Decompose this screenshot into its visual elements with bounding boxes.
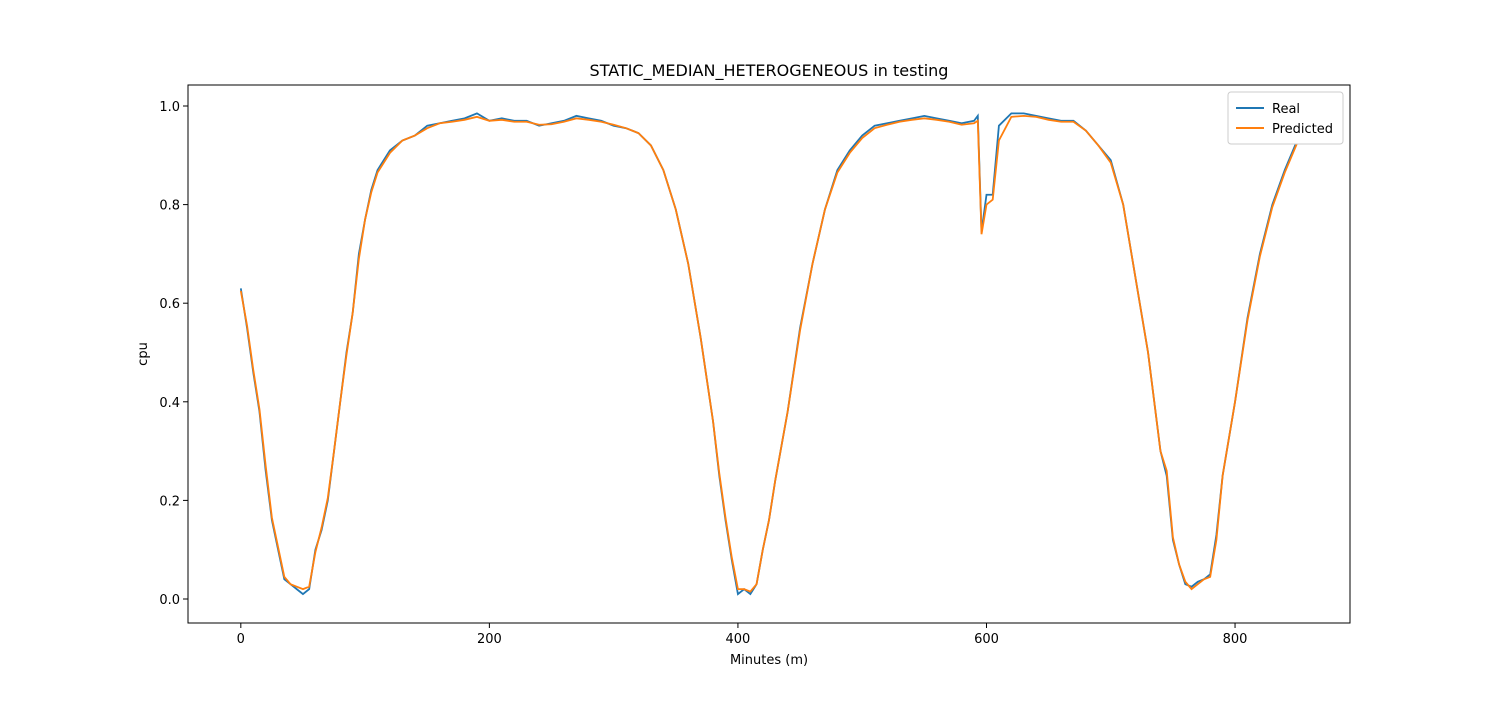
y-tick-label: 0.2 (159, 494, 180, 509)
x-tick-label: 0 (237, 632, 245, 647)
y-tick-label: 1.0 (159, 100, 180, 115)
legend-label: Real (1272, 102, 1300, 117)
x-tick-label: 800 (1223, 632, 1248, 647)
x-axis-label: Minutes (m) (730, 653, 808, 668)
series-line (239, 114, 1299, 593)
y-tick-label: 0.6 (159, 297, 180, 312)
x-tick-label: 600 (974, 632, 999, 647)
legend-box (1227, 91, 1344, 145)
x-tick-label: 200 (477, 632, 502, 647)
y-tick-label: 0.0 (159, 593, 180, 608)
plot-frame (187, 84, 1351, 624)
y-axis-label: cpu (136, 342, 151, 366)
y-tick-label: 0.8 (159, 199, 180, 214)
x-tick-label: 400 (726, 632, 751, 647)
y-tick-label: 0.4 (159, 396, 180, 411)
chart-title: STATIC_MEDIAN_HETEROGENEOUS in testing (590, 61, 949, 81)
legend-label: Predicted (1272, 122, 1333, 137)
